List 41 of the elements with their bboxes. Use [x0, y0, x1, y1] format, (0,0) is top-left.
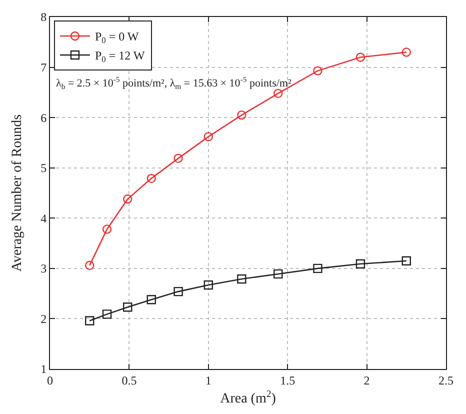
point: [102, 224, 112, 234]
y-tick-label: 3: [40, 262, 47, 276]
y-axis-title: Average Number of Rounds: [10, 114, 26, 272]
point: [313, 66, 322, 76]
point: [313, 264, 322, 274]
point: [204, 132, 213, 142]
y-tick-label: 6: [40, 110, 47, 125]
x-axis-title: Area (m$^{2}$): [220, 388, 276, 407]
point: [356, 52, 366, 62]
point: [402, 256, 411, 266]
x-tick-label: 1.5: [280, 373, 296, 388]
legend-label: P$_{0}$ = 0 W: [94, 30, 140, 46]
point: [123, 194, 132, 204]
point: [146, 295, 156, 304]
x-tick-label: 1: [205, 373, 212, 388]
text: λ$_{b}$ = 2.5 × 10$^{-5}$ points/m², λ$_{m}$ = 15.63 × 10$^{-5}$ points/m²: [56, 75, 292, 91]
y-tick-label: 5: [40, 161, 47, 176]
point: [204, 280, 213, 290]
y-tick-label: 1: [40, 362, 47, 376]
x-tick-label: 2: [364, 373, 370, 388]
point: [123, 302, 132, 312]
point: [237, 274, 246, 284]
point: [102, 310, 112, 319]
point: [174, 154, 183, 163]
legend-label: P$_{0}$ = 12 W: [94, 48, 146, 64]
x-tick-label: 0: [47, 373, 53, 388]
point: [85, 316, 94, 326]
x-tick-label: 2.5: [438, 373, 454, 388]
point: [85, 260, 94, 270]
point: [146, 174, 156, 184]
x-tick-label: 0.5: [122, 373, 137, 388]
y-tick-label: 8: [40, 10, 47, 24]
point: [402, 48, 411, 57]
point: [356, 259, 366, 268]
y-tick-label: 2: [40, 312, 47, 326]
point: [274, 88, 283, 98]
y-tick-label: 4: [40, 211, 47, 226]
point: [174, 286, 183, 296]
point: [274, 269, 283, 279]
point: [237, 110, 246, 120]
y-tick-label: 7: [40, 60, 47, 74]
